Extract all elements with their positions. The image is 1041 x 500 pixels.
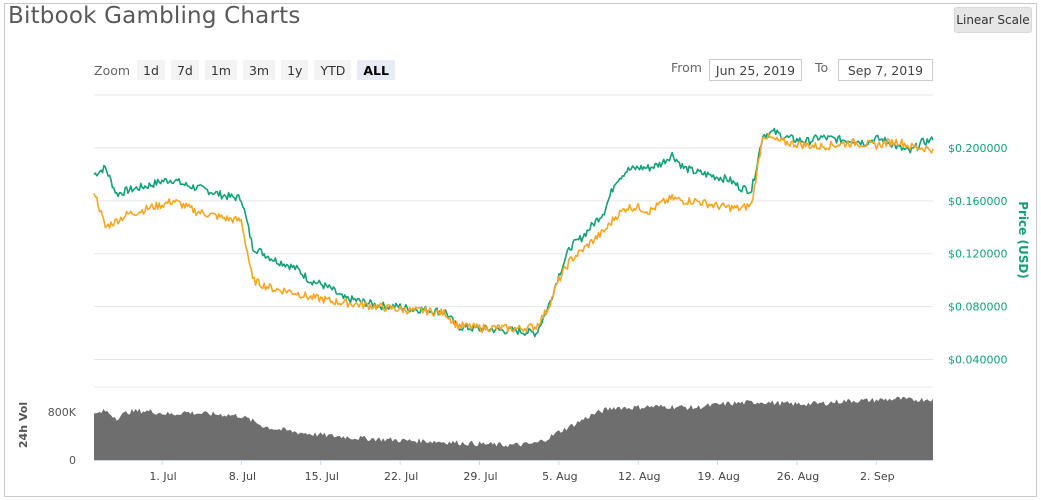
- y-tick-label: $0.040000: [948, 354, 1008, 367]
- y-axis-title: Price (USD): [1016, 201, 1030, 279]
- y-tick-label: $0.080000: [948, 301, 1008, 314]
- zoom-1d-button[interactable]: 1d: [137, 60, 165, 80]
- page-title: Bitbook Gambling Charts: [8, 3, 301, 29]
- x-tick-label: 1. Jul: [149, 470, 176, 483]
- from-date-input[interactable]: Jun 25, 2019: [709, 59, 802, 81]
- zoom-1y-button[interactable]: 1y: [281, 60, 309, 80]
- volume-area: [94, 396, 933, 460]
- x-tick-label: 26. Aug: [777, 470, 819, 483]
- volume-tick-label: 800K: [48, 406, 77, 419]
- x-tick-label: 8. Jul: [229, 470, 256, 483]
- zoom-3m-button[interactable]: 3m: [242, 60, 276, 80]
- y-tick-label: $0.160000: [948, 195, 1008, 208]
- price-series-line-orange: [93, 132, 934, 333]
- zoom-all-button[interactable]: ALL: [357, 60, 395, 80]
- zoom-bar: Zoom 1d 7d 1m 3m 1y YTD ALL: [94, 60, 401, 80]
- y-tick-label: $0.120000: [948, 248, 1008, 261]
- volume-tick-label: 0: [69, 454, 76, 467]
- linear-scale-button[interactable]: Linear Scale: [954, 7, 1032, 33]
- x-tick-label: 2. Sep: [860, 470, 895, 483]
- x-tick-label: 15. Jul: [305, 470, 339, 483]
- zoom-1m-button[interactable]: 1m: [204, 60, 237, 80]
- price-series-line-green: [93, 127, 934, 338]
- y-tick-label: $0.200000: [948, 142, 1008, 155]
- to-label: To: [815, 60, 829, 75]
- zoom-7d-button[interactable]: 7d: [170, 60, 199, 80]
- to-date-input[interactable]: Sep 7, 2019: [838, 59, 933, 81]
- zoom-label: Zoom: [94, 62, 131, 78]
- volume-axis-title: 24h Vol: [17, 402, 30, 448]
- x-tick-label: 5. Aug: [542, 470, 577, 483]
- zoom-ytd-button[interactable]: YTD: [314, 60, 352, 80]
- x-tick-label: 12. Aug: [618, 470, 660, 483]
- x-tick-label: 19. Aug: [697, 470, 739, 483]
- x-tick-label: 22. Jul: [384, 470, 418, 483]
- from-label: From: [671, 60, 702, 75]
- x-tick-label: 29. Jul: [463, 470, 497, 483]
